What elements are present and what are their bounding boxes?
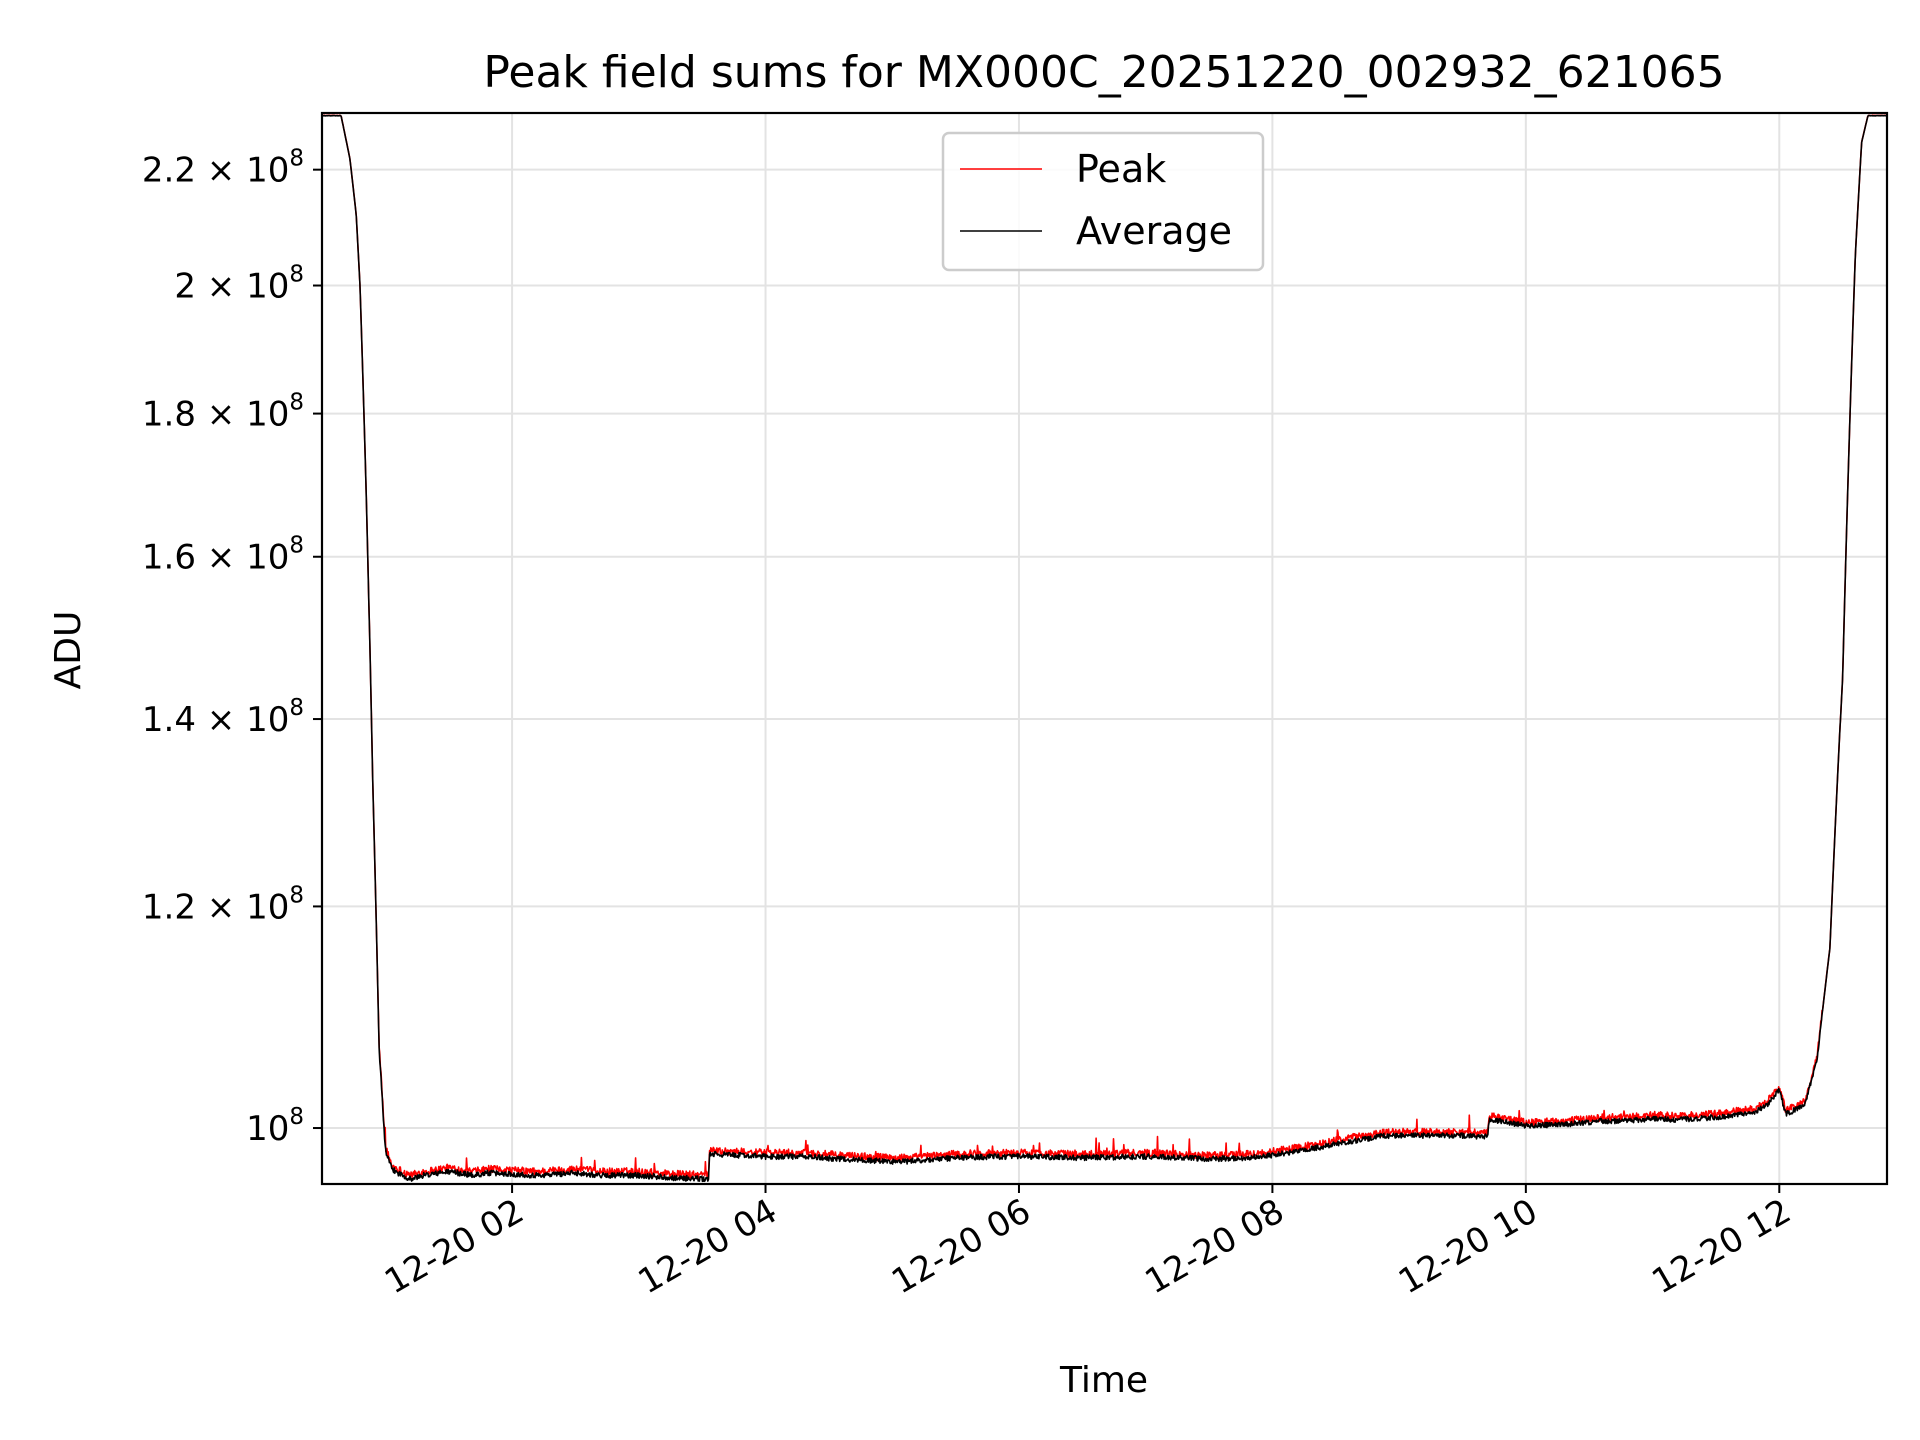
- y-tick-label: 2.2 × 108: [142, 146, 304, 191]
- y-tick-label: 2 × 108: [174, 262, 304, 307]
- plot-area-frame: [320, 111, 1889, 1186]
- legend-box: [941, 131, 1265, 272]
- chart-title: Peak field sums for MX000C_20251220_0029…: [483, 47, 1724, 98]
- grid-layer: [322, 113, 1887, 1184]
- y-tick-label: 1.2 × 108: [142, 882, 304, 927]
- y-tick-label: 1.4 × 108: [142, 695, 304, 740]
- legend-label-peak: Peak: [1076, 147, 1166, 191]
- legend-label-average: Average: [1076, 209, 1232, 253]
- y-tick-label: 108: [246, 1104, 304, 1149]
- series-line-peak: [322, 114, 1887, 1180]
- series-line-average: [322, 114, 1887, 1183]
- y-tick-label: 1.8 × 108: [142, 390, 304, 435]
- y-axis-label: ADU: [48, 611, 89, 690]
- series-layer: [322, 114, 1887, 1183]
- x-axis-label: Time: [1059, 1360, 1148, 1401]
- y-tick-label: 1.6 × 108: [142, 533, 304, 578]
- legend: Peak Average: [941, 131, 1265, 272]
